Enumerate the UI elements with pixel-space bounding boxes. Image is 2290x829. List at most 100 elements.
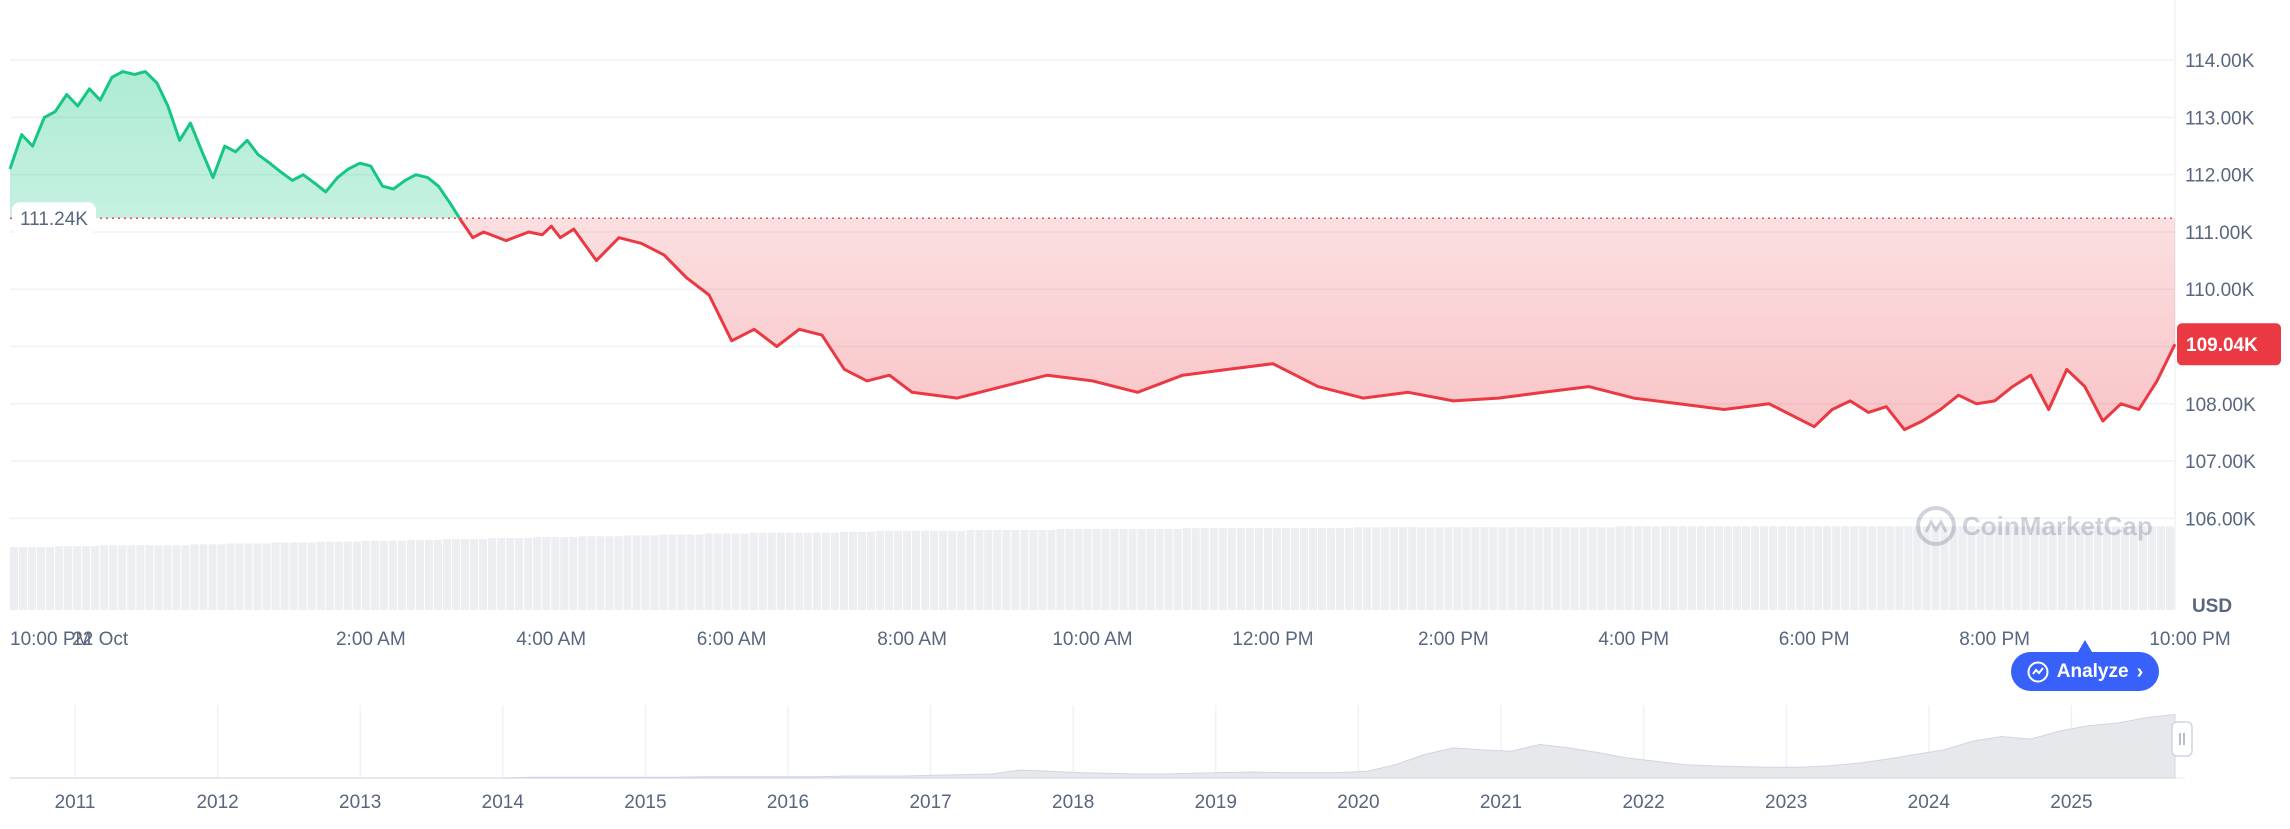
navigator-range-handle[interactable]: [2171, 721, 2193, 757]
volume-bar: [1678, 526, 1687, 610]
volume-bar: [1922, 526, 1931, 610]
volume-bar: [560, 537, 569, 610]
volume-bar: [298, 542, 307, 610]
volume-bar: [857, 531, 866, 610]
volume-bar: [1751, 526, 1760, 610]
volume-bar: [163, 545, 172, 610]
volume-bars: [10, 526, 2174, 610]
volume-bar: [1038, 529, 1047, 610]
volume-bar: [127, 545, 136, 610]
volume-bar: [740, 533, 749, 610]
volume-bar: [1471, 527, 1480, 610]
volume-bar: [659, 534, 668, 610]
volume-bar: [2165, 526, 2174, 610]
volume-bar: [190, 544, 199, 610]
volume-bar: [199, 544, 208, 610]
chevron-right-icon: ›: [2136, 660, 2144, 683]
volume-bar: [433, 539, 442, 610]
volume-bar: [605, 536, 614, 610]
volume-bar: [1823, 526, 1832, 610]
volume-bar: [993, 529, 1002, 610]
volume-bar: [2120, 526, 2129, 610]
volume-bar: [46, 547, 55, 610]
volume-bar: [2102, 526, 2111, 610]
volume-bar: [749, 532, 758, 610]
volume-bar: [939, 530, 948, 610]
volume-bar: [1191, 528, 1200, 610]
current-price-value: 109.04K: [2186, 335, 2258, 356]
volume-bar: [704, 533, 713, 610]
x-tick-label: 6:00 PM: [1779, 629, 1850, 650]
volume-bar: [370, 540, 379, 610]
volume-bar: [1985, 526, 1994, 610]
x-tick-label: 8:00 PM: [1959, 629, 2030, 650]
volume-bar: [1354, 527, 1363, 610]
volume-bar: [785, 532, 794, 610]
volume-bar: [1462, 527, 1471, 610]
navigator-year-label: 2019: [1195, 792, 1237, 813]
volume-bar: [1760, 526, 1769, 610]
volume-bar: [1435, 527, 1444, 610]
volume-bar: [262, 543, 271, 610]
volume-bar: [1489, 527, 1498, 610]
volume-bar: [1687, 526, 1696, 610]
x-tick-label: 4:00 AM: [516, 629, 586, 650]
navigator-year-label: 2016: [767, 792, 809, 813]
volume-bar: [397, 540, 406, 610]
volume-bar: [379, 540, 388, 610]
volume-bar: [668, 534, 677, 610]
volume-bar: [172, 545, 181, 610]
volume-bar: [542, 537, 551, 610]
volume-bar: [2039, 526, 2048, 610]
volume-bar: [650, 535, 659, 610]
volume-bar: [19, 547, 28, 610]
volume-bar: [713, 533, 722, 610]
volume-bar: [28, 547, 37, 610]
volume-bar: [1182, 528, 1191, 610]
analyze-button[interactable]: Analyze ›: [2011, 652, 2159, 691]
area-above-baseline: [10, 71, 2175, 219]
volume-bar: [1173, 529, 1182, 610]
volume-bar: [1399, 527, 1408, 610]
volume-bar: [758, 532, 767, 610]
volume-bar: [506, 538, 515, 610]
volume-bar: [921, 530, 930, 610]
volume-bar: [1299, 528, 1308, 610]
volume-bar: [794, 532, 803, 610]
volume-bar: [1426, 527, 1435, 610]
volume-bar: [1056, 529, 1065, 610]
volume-bar: [957, 530, 966, 610]
y-tick-label: 107.00K: [2185, 452, 2256, 473]
y-tick-label: 112.00K: [2185, 166, 2255, 187]
navigator-year-label: 2018: [1052, 792, 1094, 813]
volume-bar: [2084, 526, 2093, 610]
navigator-year-label: 2012: [196, 792, 238, 813]
volume-bar: [1886, 526, 1895, 610]
volume-bar: [307, 542, 316, 610]
volume-bar: [2021, 526, 2030, 610]
volume-bar: [1083, 529, 1092, 610]
analyze-tip: [2078, 640, 2092, 652]
volume-bar: [930, 530, 939, 610]
volume-bar: [461, 538, 470, 610]
volume-bar: [686, 534, 695, 610]
navigator-year-label: 2025: [2050, 792, 2092, 813]
volume-bar: [55, 546, 64, 610]
volume-bar: [1074, 529, 1083, 610]
volume-bar: [316, 541, 325, 610]
volume-bar: [1931, 526, 1940, 610]
volume-bar: [253, 543, 262, 610]
volume-bar: [235, 543, 244, 610]
volume-bar: [677, 534, 686, 610]
y-tick-label: 108.00K: [2185, 395, 2256, 416]
volume-bar: [1660, 526, 1669, 610]
volume-bar: [2138, 526, 2147, 610]
navigator-year-label: 2020: [1337, 792, 1379, 813]
volume-bar: [1534, 527, 1543, 610]
volume-bar: [73, 546, 82, 610]
volume-bar: [2075, 526, 2084, 610]
volume-bar: [1119, 529, 1128, 610]
x-tick-label: 6:00 AM: [697, 629, 767, 650]
volume-bar: [1345, 528, 1354, 610]
volume-bar: [975, 529, 984, 610]
